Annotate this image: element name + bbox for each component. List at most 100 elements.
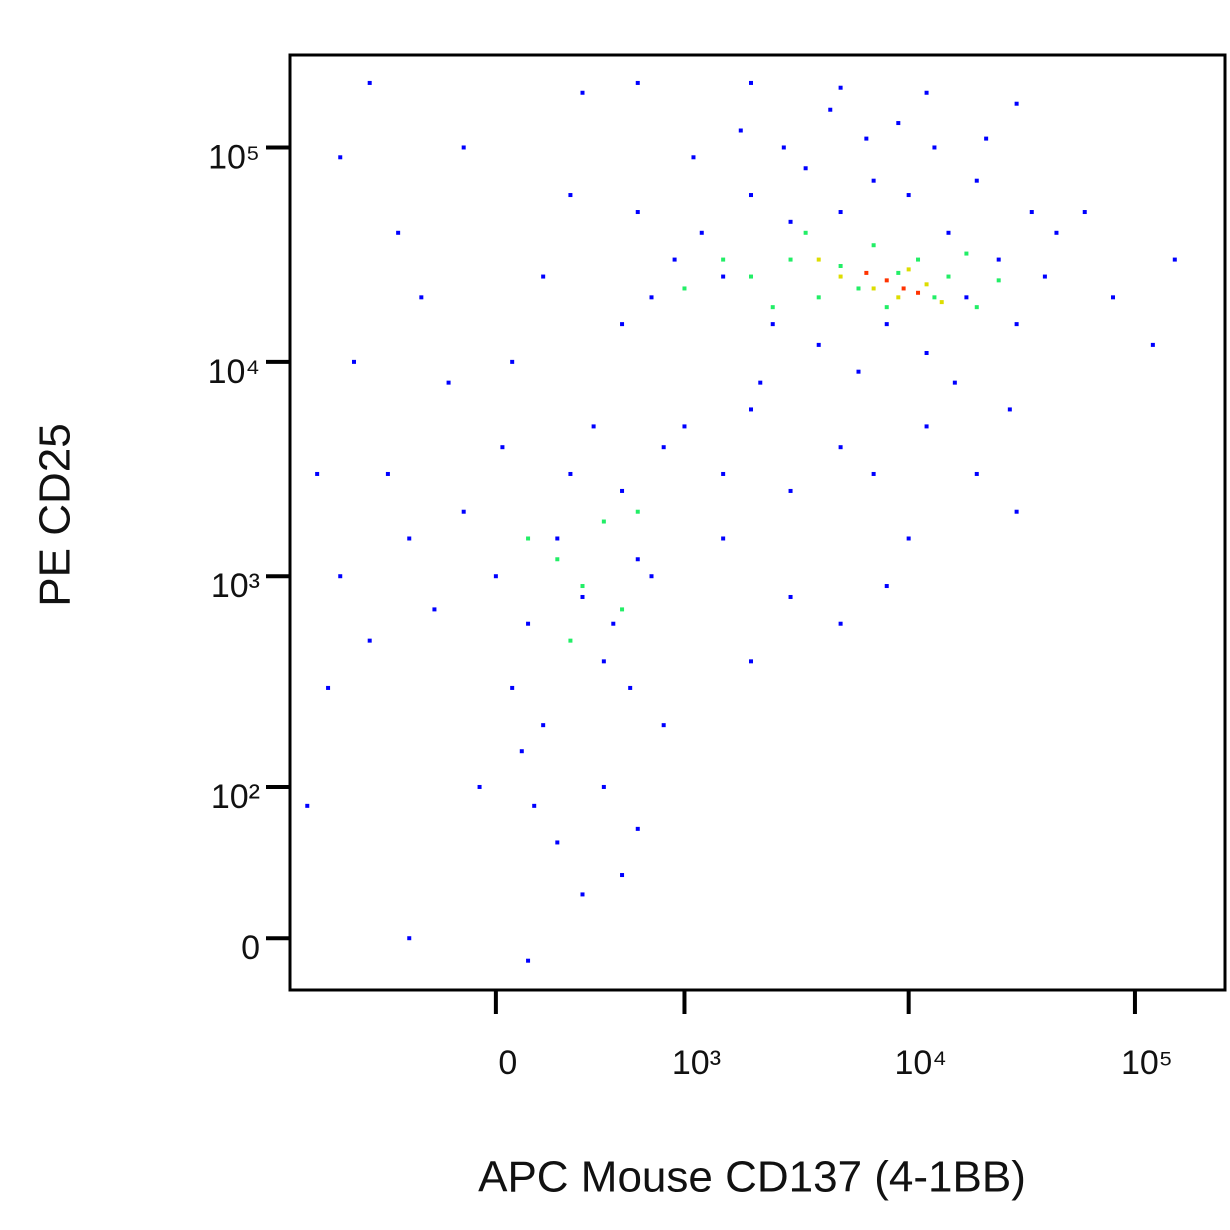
point <box>1082 210 1087 215</box>
point <box>580 892 585 897</box>
point <box>924 282 929 287</box>
point <box>871 471 876 476</box>
point <box>838 85 843 90</box>
point <box>493 574 498 579</box>
point <box>580 594 585 599</box>
point <box>781 145 786 150</box>
point <box>1007 407 1012 412</box>
point <box>635 557 640 562</box>
point <box>828 107 833 112</box>
point <box>620 873 625 878</box>
point <box>611 621 616 626</box>
point <box>770 305 775 310</box>
point <box>338 155 343 160</box>
point <box>838 210 843 215</box>
point <box>816 342 821 347</box>
point <box>974 471 979 476</box>
point <box>510 359 515 364</box>
point <box>1014 322 1019 327</box>
point <box>315 471 320 476</box>
point <box>635 509 640 514</box>
x-tick-label: 10⁵ <box>1121 1044 1173 1082</box>
point <box>367 638 372 643</box>
point <box>351 359 356 364</box>
point <box>856 369 861 374</box>
point <box>635 210 640 215</box>
point <box>510 685 515 690</box>
point <box>816 257 821 262</box>
point <box>738 128 743 133</box>
x-tick-label: 10³ <box>672 1044 721 1082</box>
point <box>661 445 666 450</box>
x-axis-label: APC Mouse CD137 (4-1BB) <box>478 1153 1026 1202</box>
point <box>896 295 901 300</box>
point <box>526 621 531 626</box>
point <box>1054 230 1059 235</box>
x-tick-label: 10⁴ <box>894 1044 946 1082</box>
point <box>964 295 969 300</box>
point <box>620 607 625 612</box>
point <box>385 471 390 476</box>
point <box>932 295 937 300</box>
point <box>601 519 606 524</box>
point <box>541 274 546 279</box>
point <box>649 295 654 300</box>
point <box>526 958 531 963</box>
point <box>974 178 979 183</box>
point <box>1014 509 1019 514</box>
y-tick-label: 10³ <box>211 567 260 605</box>
point <box>906 267 911 272</box>
point <box>568 638 573 643</box>
point <box>532 803 537 808</box>
point <box>591 424 596 429</box>
point <box>367 80 372 85</box>
point <box>338 574 343 579</box>
point <box>871 243 876 248</box>
y-axis-label: PE CD25 <box>31 423 80 606</box>
point <box>305 803 310 808</box>
point <box>661 723 666 728</box>
point <box>568 193 573 198</box>
point <box>974 305 979 310</box>
point <box>432 607 437 612</box>
point <box>901 286 906 291</box>
point <box>620 488 625 493</box>
point <box>721 536 726 541</box>
point <box>672 257 677 262</box>
point <box>916 257 921 262</box>
point <box>884 278 889 283</box>
point <box>1029 210 1034 215</box>
point <box>864 136 869 141</box>
point <box>649 574 654 579</box>
point <box>884 584 889 589</box>
point <box>568 471 573 476</box>
point <box>541 723 546 728</box>
point <box>816 295 821 300</box>
point <box>856 286 861 291</box>
point <box>788 219 793 224</box>
point <box>628 685 633 690</box>
point <box>896 270 901 275</box>
point <box>896 121 901 126</box>
point <box>939 300 944 305</box>
point <box>838 264 843 269</box>
point <box>924 90 929 95</box>
point <box>946 274 951 279</box>
point <box>407 536 412 541</box>
point <box>1111 295 1116 300</box>
point <box>500 445 505 450</box>
point <box>620 322 625 327</box>
point <box>996 257 1001 262</box>
point <box>871 178 876 183</box>
point <box>838 621 843 626</box>
point <box>721 257 726 262</box>
point <box>838 274 843 279</box>
point <box>682 424 687 429</box>
point <box>749 659 754 664</box>
point <box>996 278 1001 283</box>
point <box>721 471 726 476</box>
point <box>396 230 401 235</box>
point <box>555 557 560 562</box>
point <box>326 685 331 690</box>
point <box>838 445 843 450</box>
